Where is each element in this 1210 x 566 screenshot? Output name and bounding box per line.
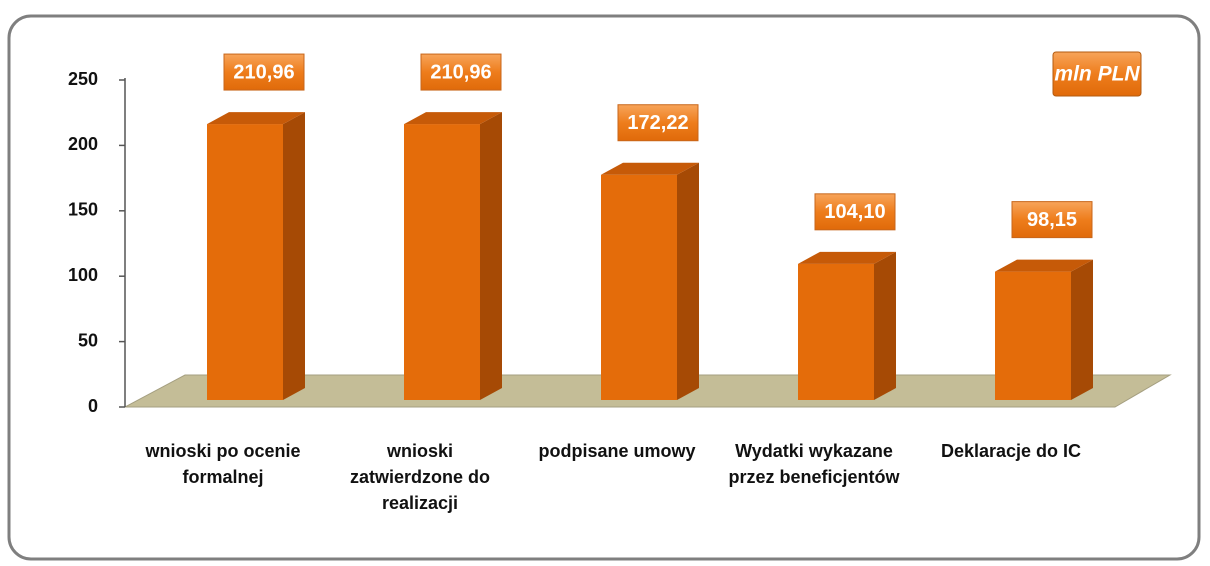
frame <box>7 14 1201 561</box>
value-label: 98,15 <box>1027 209 1077 231</box>
value-label: 104,10 <box>824 201 885 223</box>
bar-top <box>798 251 896 264</box>
bar <box>207 112 305 400</box>
bar-front <box>601 174 677 400</box>
y-tick-label: 0 <box>88 396 98 416</box>
bar <box>798 251 896 400</box>
x-tick-label: Deklaracje do IC <box>940 441 1082 461</box>
x-tick-label: podpisane umowy <box>538 441 696 461</box>
x-tick-label: wnioski zatwierdzone do realizacji <box>349 441 490 513</box>
bar-front <box>404 124 480 400</box>
y-tick-label: 100 <box>68 265 98 285</box>
y-tick-label: 250 <box>68 69 98 89</box>
bar-front <box>207 124 283 400</box>
bar-top <box>995 259 1093 272</box>
bar-top <box>207 112 305 125</box>
bar <box>995 259 1093 400</box>
value-label-box <box>420 53 502 91</box>
bar-side <box>677 162 699 400</box>
bar-side <box>480 112 502 400</box>
annotation: mln PLN <box>1054 63 1140 86</box>
bar <box>404 112 502 400</box>
bar-top <box>404 112 502 125</box>
annotation-box <box>1052 51 1142 97</box>
y-tick-label: 50 <box>78 330 98 350</box>
bar-front <box>995 271 1071 400</box>
x-tick-label: wnioski po ocenie formalnej <box>145 441 301 487</box>
y-tick-label: 200 <box>68 134 98 154</box>
bar <box>601 162 699 400</box>
bar-side <box>1071 259 1093 400</box>
value-label-box <box>814 193 896 231</box>
value-label-box <box>617 104 699 142</box>
value-label-box <box>223 53 305 91</box>
bar-side <box>874 251 896 400</box>
x-tick-label: Wydatki wykazane przez beneficjentów <box>728 441 900 487</box>
bar-front <box>798 263 874 400</box>
bar-top <box>601 162 699 175</box>
y-tick-label: 150 <box>68 200 98 220</box>
bar-side <box>283 112 305 400</box>
value-label: 210,96 <box>233 61 294 83</box>
value-label: 172,22 <box>627 112 688 134</box>
value-label-box <box>1011 201 1093 239</box>
value-label: 210,96 <box>430 61 491 83</box>
